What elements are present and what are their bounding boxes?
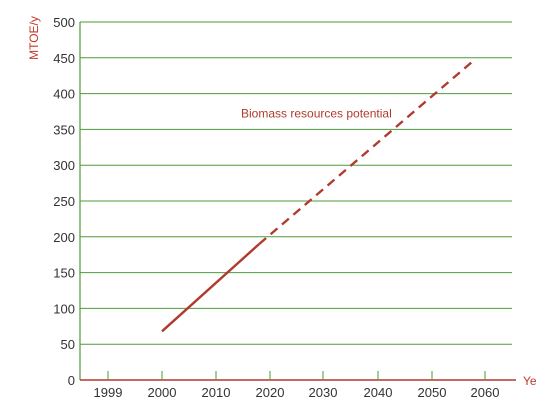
axes — [79, 22, 516, 381]
y-tick-labels: 0 50 100 150 200 250 300 350 400 450 500 — [53, 15, 75, 388]
y-tick-150: 150 — [53, 266, 75, 281]
x-tick-2020: 2020 — [256, 385, 285, 400]
x-axis-label: Ye — [523, 374, 537, 388]
series-lines — [161, 58, 476, 333]
x-tick-2030: 2030 — [309, 385, 338, 400]
grid-lines — [80, 21, 512, 345]
x-tick-2060: 2060 — [471, 385, 500, 400]
y-tick-50: 50 — [61, 337, 75, 352]
y-tick-450: 450 — [53, 51, 75, 66]
x-tick-2050: 2050 — [418, 385, 447, 400]
series-line-solid — [161, 243, 261, 333]
y-tick-400: 400 — [53, 87, 75, 102]
x-tick-2000: 2000 — [148, 385, 177, 400]
y-tick-200: 200 — [53, 230, 75, 245]
series-line-dashed — [258, 58, 476, 245]
x-tick-2040: 2040 — [364, 385, 393, 400]
y-axis-label: MTOE/y — [27, 16, 41, 60]
y-tick-300: 300 — [53, 158, 75, 173]
y-tick-500: 500 — [53, 15, 75, 30]
x-tick-1999: 1999 — [94, 385, 123, 400]
y-tick-100: 100 — [53, 301, 75, 316]
y-tick-250: 250 — [53, 194, 75, 209]
x-tick-2010: 2010 — [202, 385, 231, 400]
x-tick-labels: 1999 2000 2010 2020 2030 2040 2050 2060 — [94, 385, 500, 400]
annotation-label: Biomass resources potential — [241, 107, 392, 121]
y-tick-0: 0 — [68, 373, 75, 388]
y-tick-350: 350 — [53, 122, 75, 137]
